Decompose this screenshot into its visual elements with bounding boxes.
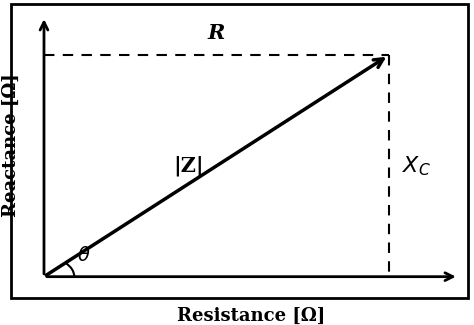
Text: Reactance [Ω]: Reactance [Ω] — [2, 73, 20, 217]
Text: R: R — [208, 23, 225, 43]
Text: Resistance [Ω]: Resistance [Ω] — [177, 306, 326, 325]
Text: |Z|: |Z| — [173, 156, 204, 176]
Text: $\theta$: $\theta$ — [77, 246, 91, 265]
Text: $X_C$: $X_C$ — [402, 154, 431, 178]
